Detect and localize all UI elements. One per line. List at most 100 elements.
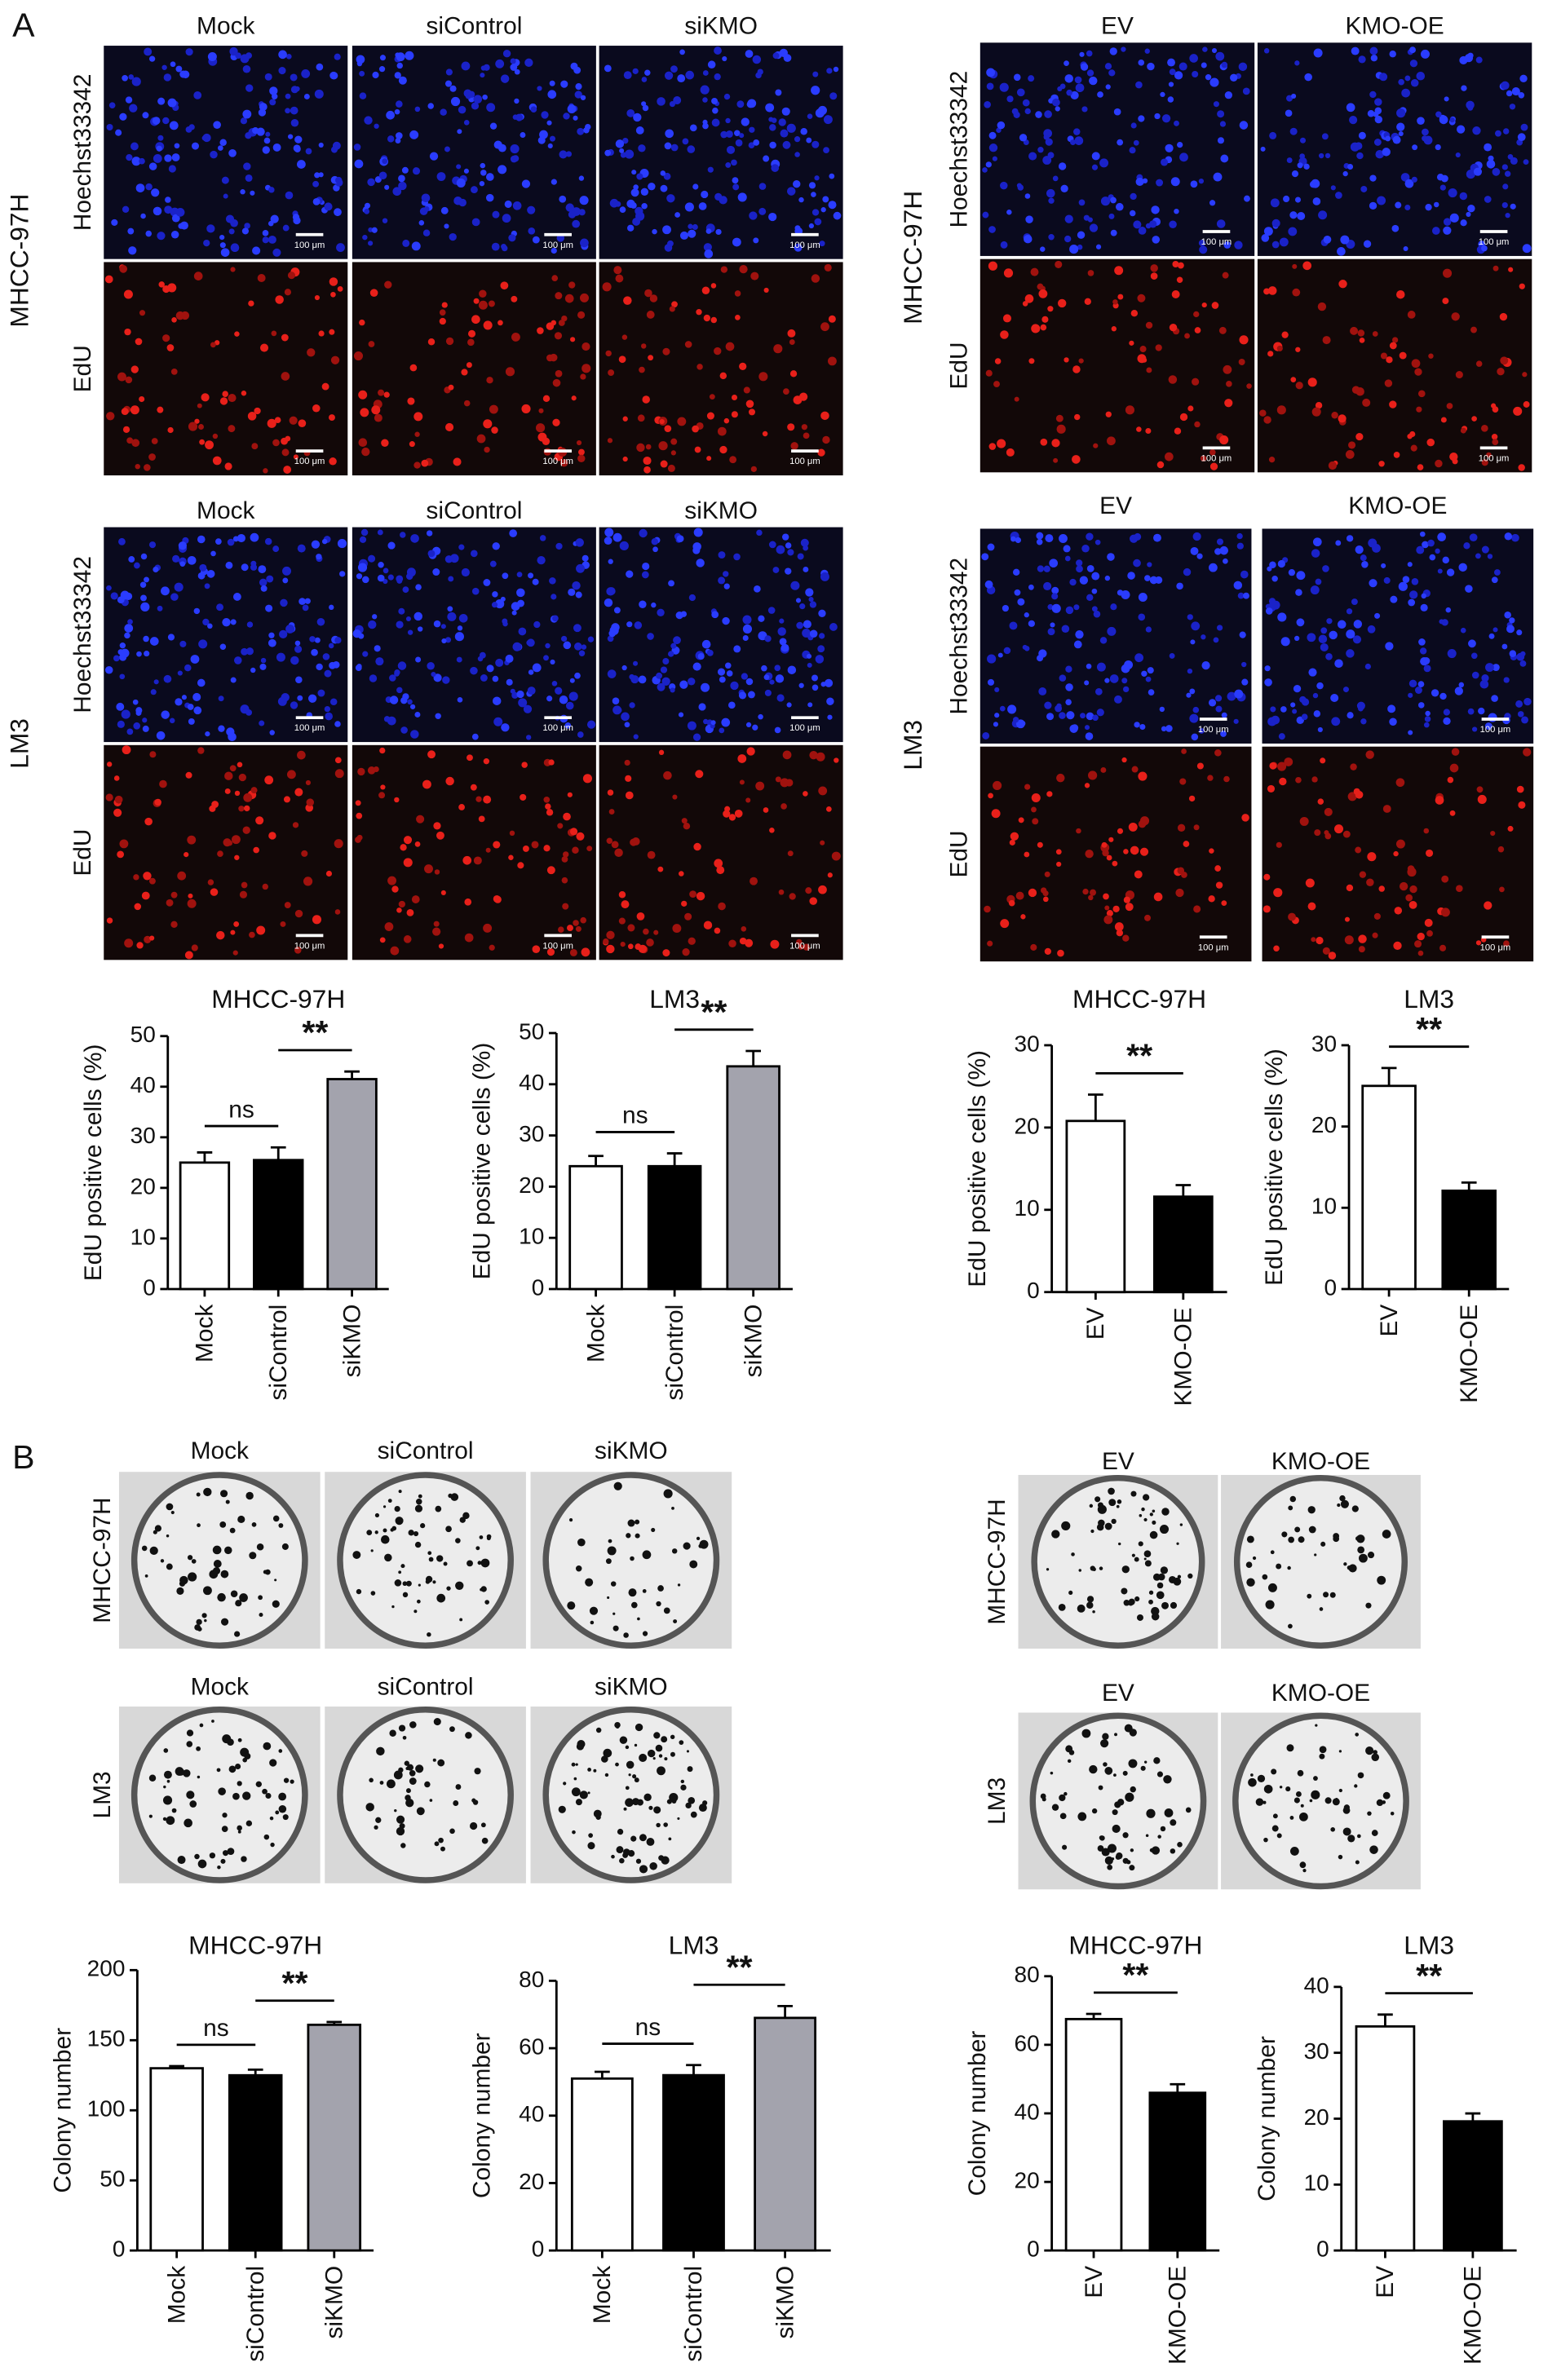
nucleus [1176, 582, 1183, 590]
nucleus [676, 535, 684, 543]
nucleus [1311, 776, 1318, 783]
nucleus [806, 653, 812, 659]
nucleus [126, 728, 134, 735]
colony [1059, 1813, 1067, 1820]
nucleus [632, 68, 639, 74]
nucleus [1347, 712, 1354, 719]
nucleus [787, 423, 795, 431]
nucleus [1171, 290, 1180, 298]
nucleus [1048, 234, 1055, 241]
nucleus [359, 92, 367, 99]
nucleus [1358, 55, 1366, 64]
colony [1104, 1766, 1113, 1775]
nucleus [234, 790, 241, 797]
nucleus [445, 68, 453, 76]
nucleus [1449, 763, 1459, 773]
nucleus [1096, 709, 1104, 717]
nucleus [785, 779, 794, 787]
colony [418, 1583, 421, 1587]
colony [278, 1804, 287, 1813]
nucleus [139, 157, 145, 165]
nucleus [543, 845, 551, 852]
nucleus [1141, 357, 1148, 363]
nucleus [174, 582, 184, 592]
nucleus [1064, 235, 1072, 243]
nucleus [549, 80, 555, 86]
nucleus [778, 118, 786, 126]
nucleus [1106, 854, 1112, 861]
nucleus [787, 329, 796, 338]
nucleus [1315, 401, 1323, 409]
nucleus [1192, 706, 1200, 713]
nucleus [825, 678, 834, 687]
nucleus [670, 642, 677, 649]
nucleus [1416, 71, 1426, 81]
nucleus [1099, 158, 1109, 168]
image-background [599, 262, 843, 476]
nucleus [1100, 196, 1111, 206]
nucleus [1331, 717, 1341, 726]
nucleus [735, 139, 743, 147]
nucleus [285, 93, 291, 99]
nucleus [745, 938, 754, 947]
nucleus [644, 289, 652, 298]
nucleus [449, 85, 457, 92]
nucleus [1108, 69, 1116, 77]
nucleus [1069, 724, 1078, 733]
nucleus [187, 835, 197, 845]
nucleus [1189, 713, 1199, 723]
nucleus [1316, 682, 1324, 690]
nucleus [368, 620, 377, 629]
nucleus [1267, 566, 1272, 572]
nucleus [1147, 667, 1154, 674]
nucleus [1431, 227, 1440, 235]
nucleus [719, 727, 725, 734]
nucleus [1223, 775, 1230, 783]
nucleus [580, 238, 589, 248]
nucleus [651, 602, 657, 608]
nucleus [567, 104, 577, 114]
nucleus [175, 207, 185, 217]
nucleus [689, 890, 697, 899]
colony [612, 1625, 619, 1632]
nucleus [1265, 607, 1273, 615]
nucleus [631, 170, 637, 175]
nucleus [397, 661, 407, 670]
colony [1248, 1777, 1257, 1787]
nucleus [682, 138, 689, 145]
nucleus [1511, 533, 1519, 542]
colony [383, 1505, 387, 1508]
nucleus [1458, 563, 1467, 572]
colony [241, 1856, 247, 1862]
colony [698, 1804, 707, 1813]
colony [1338, 1854, 1343, 1860]
colony [222, 1734, 232, 1744]
row-label: MHCC-97H [5, 194, 34, 328]
nucleus [1437, 568, 1443, 574]
colony [224, 1546, 232, 1555]
y-tick-label: 60 [519, 2033, 544, 2059]
nucleus [517, 862, 524, 869]
nucleus [502, 50, 511, 58]
nucleus [1131, 766, 1139, 773]
nucleus [1089, 76, 1098, 86]
nucleus [444, 555, 453, 563]
nucleus [1064, 60, 1069, 66]
nucleus [247, 412, 257, 421]
nucleus [294, 947, 302, 954]
colony [220, 1858, 226, 1864]
nucleus [1134, 653, 1144, 663]
nucleus [1308, 668, 1317, 677]
colony [1161, 1508, 1170, 1516]
nucleus [1491, 434, 1498, 440]
nucleus [641, 77, 648, 82]
chart-title: MHCC-97H [1072, 984, 1206, 1013]
colony [352, 1551, 361, 1559]
nucleus [241, 647, 249, 656]
colony [432, 1580, 436, 1584]
nucleus [1007, 704, 1017, 714]
colony [1134, 1596, 1140, 1602]
nucleus [1114, 922, 1124, 931]
nucleus [1139, 847, 1149, 856]
nucleus [467, 338, 475, 347]
